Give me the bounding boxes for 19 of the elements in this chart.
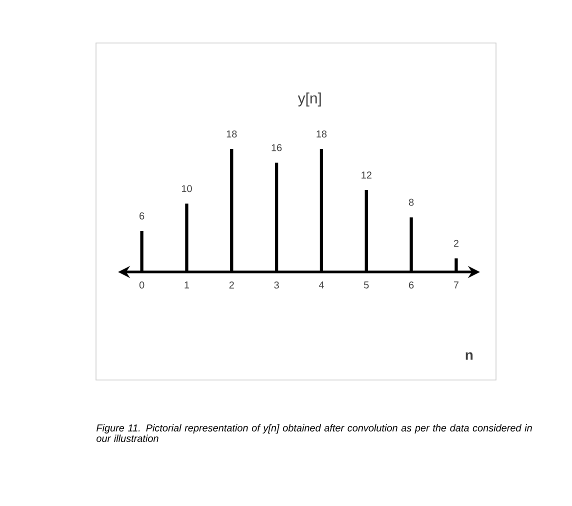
caption: Figure 11. Pictorial representation of y[n] obtained after convolution as per the data considered in our illustration — [96, 424, 532, 442]
x-tick-label: 6 — [409, 282, 414, 289]
data-label: 18 — [226, 130, 237, 138]
x-tick-label: 1 — [184, 282, 190, 288]
x-tick-label: 7 — [454, 282, 458, 288]
x-tick-label: 2 — [229, 282, 234, 288]
x-tick-label: 4 — [318, 282, 324, 288]
data-label: 8 — [408, 198, 414, 206]
data-label: 12 — [362, 172, 372, 178]
chart-title: y[n] — [298, 92, 321, 106]
x-tick-label: 3 — [274, 282, 279, 289]
data-label: 6 — [140, 212, 144, 220]
x-axis-title: n — [466, 352, 473, 360]
x-tick-label: 0 — [139, 282, 144, 289]
data-label: 16 — [272, 144, 282, 152]
data-label: 18 — [316, 130, 327, 138]
data-label: 10 — [182, 185, 192, 192]
x-tick-label: 5 — [364, 282, 369, 288]
data-label: 2 — [454, 240, 458, 247]
